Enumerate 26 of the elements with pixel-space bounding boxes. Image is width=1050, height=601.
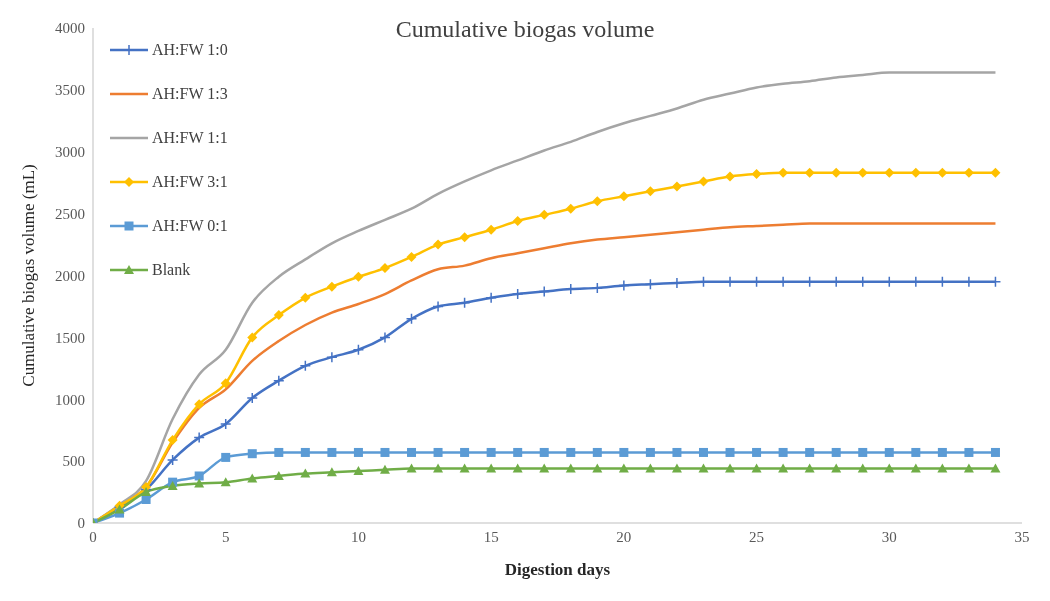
y-tick-label: 3000 [55,144,85,161]
y-tick-label: 3500 [55,82,85,99]
x-tick-label: 35 [1014,528,1030,545]
legend-label: Blank [152,261,191,279]
y-tick-label: 2000 [55,267,85,284]
y-tick-label: 1500 [55,329,85,346]
legend-label: AH:FW 1:3 [152,85,228,103]
x-tick-label: 30 [881,528,897,545]
x-tick-label: 0 [89,528,97,545]
x-tick-label: 5 [221,528,230,545]
legend-label: AH:FW 3:1 [152,173,228,191]
y-tick-label: 500 [62,453,85,470]
x-tick-label: 25 [749,528,765,545]
legend-label: AH:FW 0:1 [152,217,228,235]
legend-label: AH:FW 1:1 [152,129,228,147]
x-tick-label: 20 [616,528,632,545]
y-tick-label: 0 [77,515,85,532]
legend-label: AH:FW 1:0 [152,41,228,59]
y-tick-label: 4000 [55,20,85,37]
x-axis-title: Digestion days [504,560,611,579]
chart-title: Cumulative biogas volume [395,16,655,42]
y-tick-label: 2500 [55,205,85,222]
y-axis-title: Cumulative biogas volume (mL) [19,164,39,387]
x-tick-label: 15 [483,528,499,545]
y-tick-label: 1000 [55,391,85,408]
x-tick-label: 10 [350,528,366,545]
